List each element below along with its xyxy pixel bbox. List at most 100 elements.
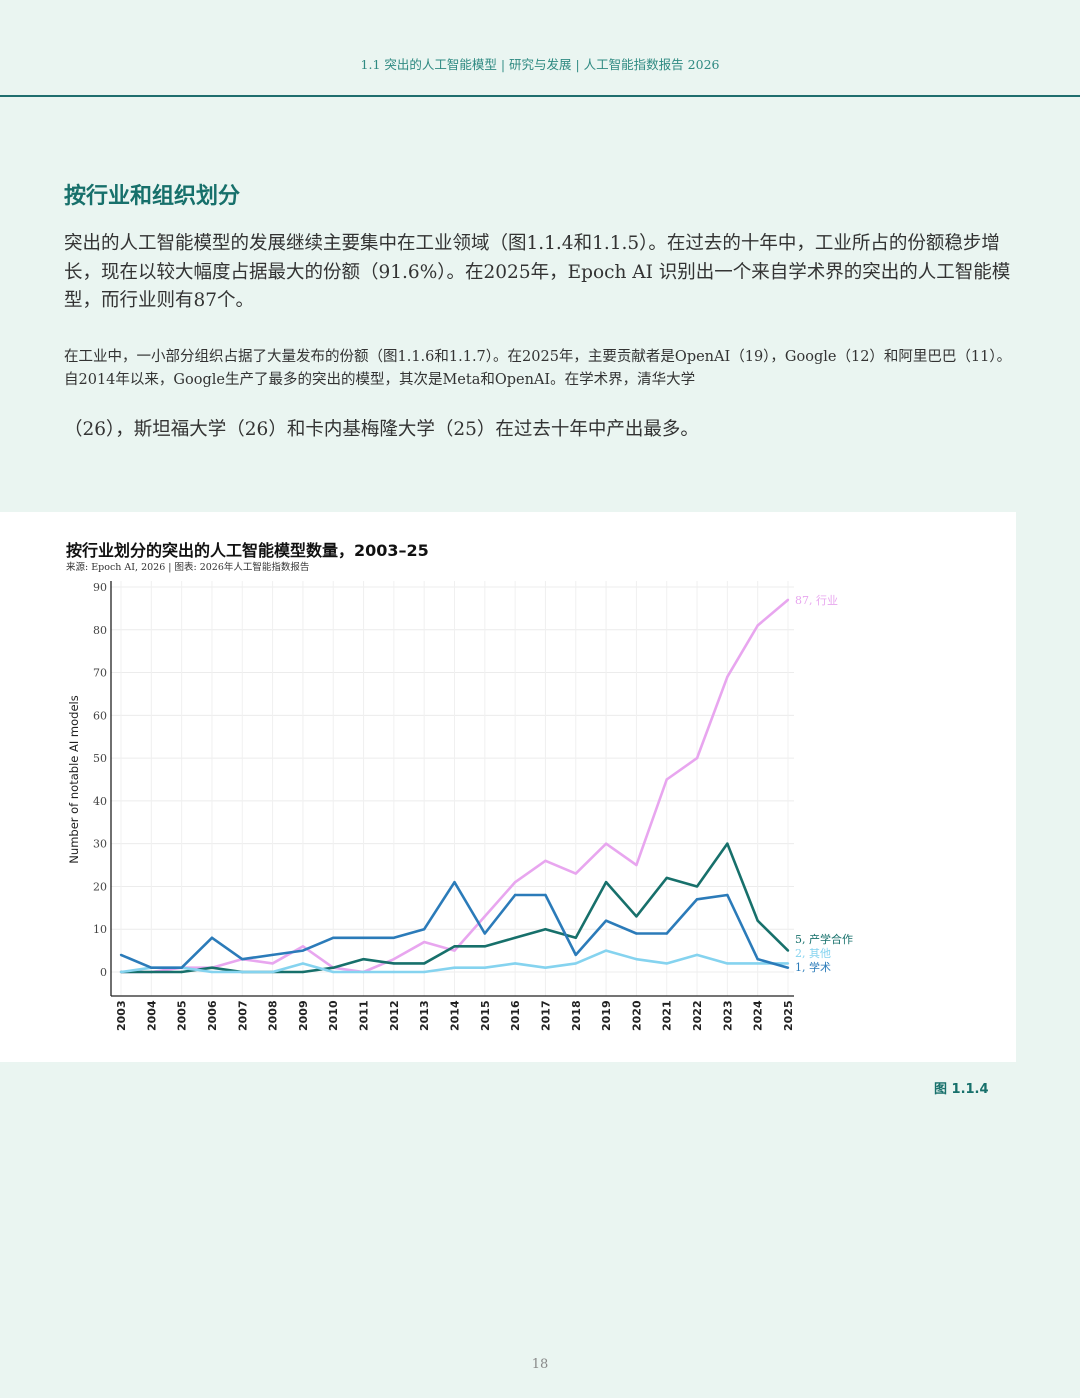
data-point-academia [332, 936, 335, 939]
data-point-academia [119, 953, 123, 957]
data-point-collaboration [180, 970, 183, 974]
data-point-other [453, 966, 456, 969]
x-tick-label: 2024 [752, 1000, 765, 1031]
x-tick-label: 2010 [327, 1000, 340, 1031]
data-point-industry [453, 949, 456, 952]
data-point-industry [574, 872, 577, 875]
line-chart: 0 10 20 30 40 50 60 70 80 90 2003 2004 2005 2006 2007 2… [67, 581, 853, 1031]
data-point-other [271, 970, 274, 974]
x-tick-label: 2023 [721, 1000, 734, 1031]
data-point-collaboration [544, 928, 547, 931]
x-tick-label: 2016 [509, 1000, 522, 1031]
end-label-other: 2, 其他 [795, 947, 831, 960]
x-tick-label: 2025 [782, 1000, 795, 1031]
data-point-other [392, 970, 396, 974]
x-tick-label: 2015 [479, 1000, 492, 1031]
x-tick-label: 2012 [388, 1000, 401, 1031]
section-title: 按行业和组织划分 [64, 184, 241, 209]
end-label-collaboration: 5, 产学合作 [795, 932, 853, 946]
page-header: 1.1 突出的人工智能模型 | 研究与发展 | 人工智能指数报告 2026 [0, 0, 1080, 97]
data-point-collaboration [422, 962, 426, 965]
data-point-other [422, 970, 426, 974]
x-tick-label: 2011 [358, 1000, 371, 1031]
axes: 0 10 20 30 40 50 60 70 80 90 2003 2004 2005 2006 2007 2… [67, 581, 795, 1031]
y-axis-label: Number of notable AI models [67, 695, 81, 863]
data-point-industry [635, 863, 638, 867]
end-label-academia: 1, 学术 [795, 960, 831, 974]
data-point-other [241, 970, 244, 974]
page-number: 18 [531, 1357, 549, 1372]
data-point-academia [695, 898, 699, 901]
data-point-industry [513, 880, 517, 884]
x-tick-label: 2013 [418, 1000, 431, 1031]
data-point-academia [483, 932, 487, 935]
paragraph-intro: 突出的人工智能模型的发展继续主要集中在工业领域（图1.1.4和1.1.5）。在过… [64, 233, 1011, 311]
data-point-collaboration [301, 970, 305, 974]
data-point-other [544, 966, 547, 969]
data-point-other [210, 970, 214, 974]
x-tick-label: 2014 [449, 1000, 462, 1031]
data-point-industry [483, 915, 487, 918]
y-tick-label: 10 [93, 923, 107, 936]
data-point-academia [301, 949, 305, 952]
data-point-industry [695, 756, 699, 760]
x-tick-label: 2018 [570, 1000, 583, 1031]
data-point-collaboration [604, 880, 608, 884]
x-tick-label: 2004 [145, 1000, 158, 1031]
data-point-collaboration [483, 945, 487, 948]
y-tick-label: 40 [93, 795, 107, 808]
data-point-collaboration [665, 876, 668, 880]
y-tick-label: 60 [93, 709, 107, 722]
data-point-industry [665, 778, 668, 781]
data-point-other [119, 970, 123, 974]
data-point-academia [241, 957, 244, 961]
data-point-academia [271, 953, 274, 957]
data-point-academia [635, 932, 638, 935]
x-tick-label: 2017 [539, 1000, 552, 1031]
x-tick-label: 2006 [206, 1000, 219, 1031]
data-point-other [362, 970, 365, 974]
grid [111, 581, 794, 996]
x-tick-label: 2008 [267, 1000, 280, 1031]
x-tick-label: 2009 [297, 1000, 310, 1031]
data-point-other [513, 962, 517, 965]
data-point-academia [574, 953, 577, 957]
x-tick-label: 2007 [236, 1000, 249, 1031]
data-point-academia [756, 957, 759, 961]
data-point-collaboration [210, 966, 214, 969]
data-point-industry [301, 945, 305, 948]
data-point-collaboration [726, 842, 729, 845]
data-point-collaboration [362, 957, 365, 961]
y-tick-label: 30 [93, 838, 107, 851]
data-point-academia [665, 932, 668, 935]
data-point-collaboration [150, 970, 153, 974]
data-point-collaboration [453, 945, 456, 948]
y-tick-label: 20 [93, 880, 107, 893]
data-point-other [726, 962, 729, 965]
data-point-industry [756, 624, 759, 627]
data-point-industry [726, 675, 729, 679]
data-point-academia [180, 966, 183, 969]
x-tick-label: 2020 [630, 1000, 643, 1031]
data-point-collaboration [786, 949, 790, 952]
data-point-other [604, 949, 608, 952]
data-point-collaboration [332, 966, 335, 969]
y-tick-label: 50 [93, 752, 107, 765]
data-point-academia [513, 893, 517, 897]
data-point-academia [210, 936, 214, 939]
end-label-industry: 87, 行业 [795, 594, 838, 607]
data-point-industry [604, 842, 608, 845]
x-tick-label: 2003 [115, 1000, 128, 1031]
y-tick-label: 0 [100, 966, 107, 979]
data-point-collaboration [695, 885, 699, 888]
data-point-academia [362, 936, 365, 939]
data-point-academia [422, 928, 426, 931]
data-point-collaboration [392, 962, 396, 965]
paragraph-universities: （26），斯坦福大学（26）和卡内基梅隆大学（25）在过去十年中产出最多。 [64, 419, 699, 440]
data-point-academia [786, 966, 790, 969]
data-point-academia [453, 880, 456, 884]
header-breadcrumb: 1.1 突出的人工智能模型 | 研究与发展 | 人工智能指数报告 2026 [360, 57, 720, 72]
y-tick-label: 70 [93, 667, 107, 680]
data-point-other [574, 962, 577, 965]
paragraph-organizations: 在工业中，一小部分组织占据了大量发布的份额（图1.1.6和1.1.7）。在202… [64, 349, 1012, 388]
